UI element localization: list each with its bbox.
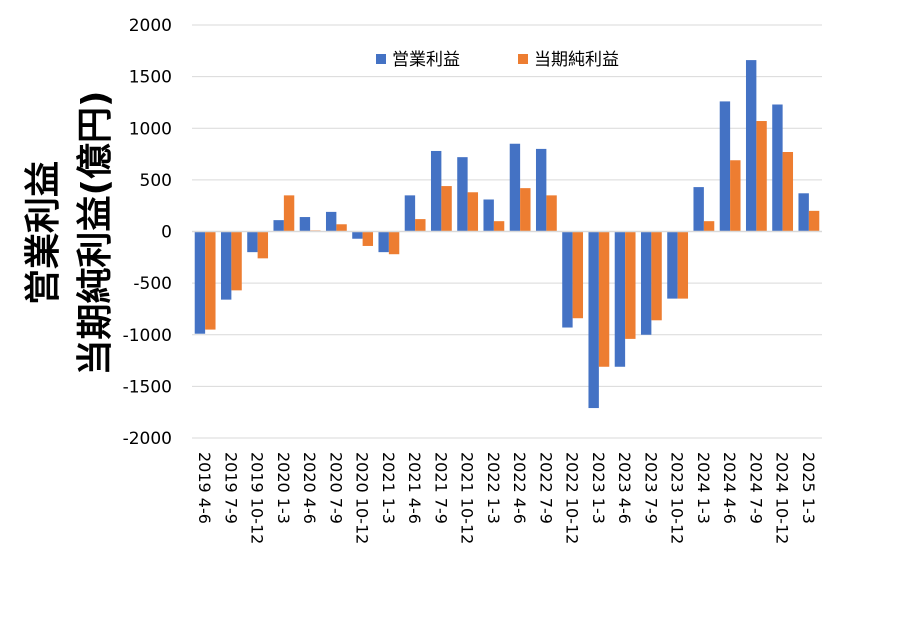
y-axis-ticks: 2000 1500 1000 500 0 -500 -1000 -1500 -2000	[123, 16, 172, 449]
bar-operating-profit	[457, 157, 468, 232]
bar-operating-profit	[693, 187, 704, 232]
x-category-label: 2021 7-9	[431, 452, 450, 524]
bar-operating-profit	[352, 231, 363, 239]
bar-operating-profit	[745, 60, 757, 232]
y-tick-label: -1000	[123, 326, 172, 346]
bar-net-profit	[257, 231, 269, 259]
bar-operating-profit	[247, 231, 258, 253]
legend-label: 営業利益	[392, 50, 460, 70]
bar-net-profit	[231, 231, 242, 291]
y-tick-label: 500	[140, 171, 172, 191]
bar-net-profit	[388, 231, 400, 255]
x-category-label: 2022 1-3	[484, 452, 503, 524]
bar-operating-profit	[483, 199, 494, 232]
bar-net-profit	[625, 231, 636, 339]
bar-operating-profit	[798, 193, 809, 232]
bar-net-profit	[283, 195, 295, 232]
x-category-label: 2023 4-6	[615, 452, 634, 524]
bar-net-profit	[205, 231, 216, 330]
bar-operating-profit	[299, 217, 311, 232]
bar-operating-profit	[614, 231, 626, 367]
legend-label: 当期純利益	[534, 50, 619, 70]
bar-net-profit	[362, 231, 374, 246]
x-category-label: 2020 10-12	[353, 452, 372, 544]
x-category-label: 2024 4-6	[720, 452, 739, 524]
y-axis-label-line-1: 営業利益	[23, 161, 64, 305]
x-category-label: 2021 4-6	[405, 452, 424, 524]
x-axis-categories: 2019 4-6 2019 7-9 2019 10-12 2020 1-3 2020 4…	[195, 452, 818, 544]
x-category-label: 2024 1-3	[694, 452, 713, 524]
x-category-label: 2023 1-3	[589, 452, 608, 524]
y-axis-label-line-2: 当期純利益(億円)	[75, 91, 116, 376]
bar-net-profit	[336, 224, 347, 232]
x-category-label: 2020 4-6	[300, 452, 319, 524]
bar-operating-profit	[430, 150, 442, 232]
y-tick-label: -500	[133, 274, 172, 294]
x-category-label: 2019 10-12	[248, 452, 267, 544]
gridlines	[192, 24, 822, 439]
bar-operating-profit	[562, 231, 573, 328]
legend-swatch	[376, 54, 386, 64]
legend: 営業利益 当期純利益	[376, 50, 619, 70]
bar-net-profit	[546, 195, 557, 232]
bar-operating-profit	[273, 220, 284, 232]
bar-net-profit	[782, 151, 794, 232]
bar-operating-profit	[588, 231, 599, 409]
bar-net-profit	[520, 188, 531, 232]
x-category-label: 2023 7-9	[641, 452, 660, 524]
y-tick-label: -1500	[123, 377, 172, 397]
bar-net-profit	[808, 210, 820, 232]
bar-net-profit	[415, 219, 426, 232]
x-category-label: 2023 10-12	[668, 452, 687, 544]
bar-operating-profit	[772, 104, 783, 232]
bar-net-profit	[493, 221, 505, 232]
bar-operating-profit	[194, 231, 206, 334]
x-category-label: 2025 1-3	[799, 452, 818, 524]
x-category-label: 2021 10-12	[458, 452, 477, 544]
x-category-label: 2022 7-9	[536, 452, 555, 524]
bar-net-profit	[756, 121, 767, 232]
bar-operating-profit	[378, 231, 389, 253]
x-category-label: 2021 1-3	[379, 452, 398, 524]
bar-net-profit	[730, 160, 741, 232]
y-tick-label: -2000	[123, 429, 172, 449]
x-category-label: 2019 4-6	[195, 452, 214, 524]
bar-net-profit	[677, 231, 689, 299]
bar-operating-profit	[719, 101, 731, 232]
bar-operating-profit	[667, 231, 678, 299]
x-category-label: 2019 7-9	[221, 452, 240, 524]
x-category-label: 2024 7-9	[746, 452, 765, 524]
bar-net-profit	[703, 221, 715, 232]
bars	[194, 60, 820, 409]
bar-net-profit	[441, 186, 452, 232]
x-category-label: 2024 10-12	[773, 452, 792, 544]
bar-net-profit	[572, 231, 584, 319]
y-tick-label: 0	[161, 223, 172, 243]
legend-swatch	[518, 54, 528, 64]
y-tick-label: 1000	[129, 119, 172, 139]
bar-net-profit	[651, 231, 662, 321]
bar-operating-profit	[509, 143, 521, 232]
bar-operating-profit	[640, 231, 652, 335]
bar-net-profit	[467, 192, 479, 232]
x-category-label: 2022 10-12	[563, 452, 582, 544]
bar-net-profit	[598, 231, 610, 367]
bar-operating-profit	[325, 211, 337, 232]
x-category-label: 2020 7-9	[326, 452, 345, 524]
y-tick-label: 2000	[129, 16, 172, 36]
x-category-label: 2020 1-3	[274, 452, 293, 524]
x-category-label: 2022 4-6	[510, 452, 529, 524]
bar-operating-profit	[404, 195, 416, 232]
bar-operating-profit	[220, 231, 232, 300]
y-tick-label: 1500	[129, 68, 172, 88]
bar-operating-profit	[535, 148, 547, 232]
